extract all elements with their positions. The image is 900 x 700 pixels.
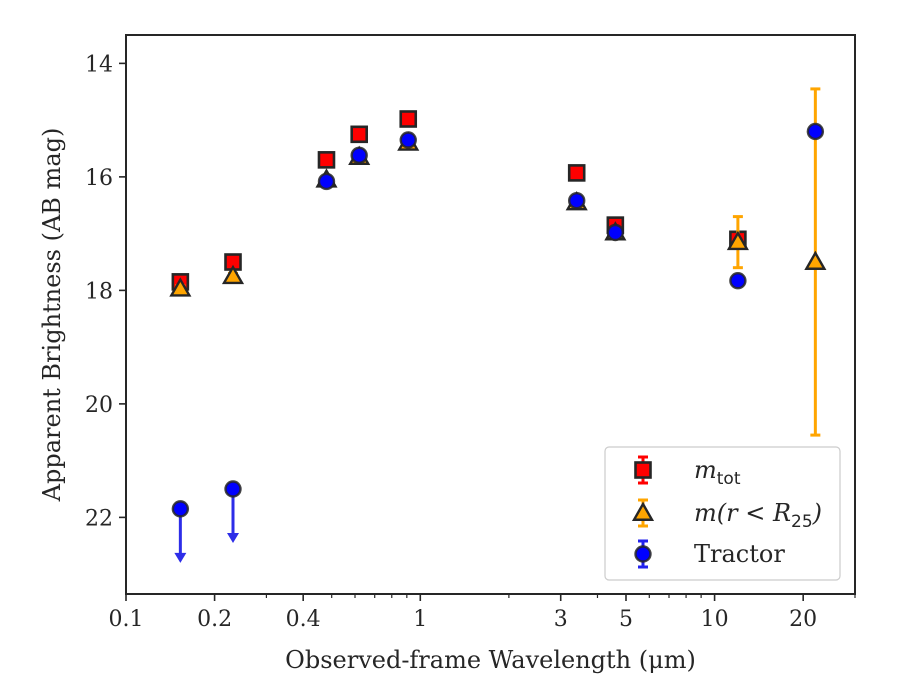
y-axis-label: Apparent Brightness (AB mag)	[38, 128, 66, 503]
tractor-point	[224, 480, 242, 498]
plot-frame	[125, 34, 856, 595]
tractor-point	[729, 272, 747, 290]
tractor-point	[350, 146, 368, 165]
legend-label-end: )	[812, 499, 822, 527]
y-axis: 14 16 18 20 22	[85, 52, 126, 531]
y-tick-label: 20	[85, 393, 113, 418]
mtot-point	[317, 151, 336, 169]
x-tick-label: 1	[413, 607, 427, 632]
tractor-point	[606, 223, 625, 242]
mtot-point	[399, 110, 418, 128]
tractor-point	[171, 500, 190, 518]
legend-label-sub: 25	[791, 512, 813, 532]
x-tick-label: 0.1	[109, 607, 144, 632]
y-tick-label: 16	[85, 166, 113, 191]
legend-label-mtot: mtot	[694, 456, 741, 489]
legend-marker-mr25	[631, 501, 655, 521]
plot-area	[169, 87, 827, 563]
x-tick-label: 0.4	[286, 607, 321, 632]
legend-label-main: m	[694, 456, 717, 484]
y-tick-label: 14	[85, 52, 113, 77]
mtot-point	[350, 125, 368, 144]
series-mtot	[171, 110, 747, 291]
legend-label-main: m(r < R	[694, 499, 791, 527]
upper-limit-arrowhead	[174, 552, 187, 563]
legend-label-sub: tot	[717, 469, 741, 489]
legend-label-tractor: Tractor	[694, 540, 785, 568]
y-tick-label: 22	[85, 506, 113, 531]
legend-box	[604, 446, 841, 581]
mtot-point	[567, 164, 586, 182]
x-tick-label: 0.2	[197, 607, 232, 632]
series-tractor	[171, 122, 825, 563]
tractor-point	[568, 192, 586, 210]
x-tick-label: 10	[701, 607, 729, 632]
mr25-point	[169, 277, 192, 297]
legend: mtot m(r < R25) Tractor	[604, 446, 841, 581]
x-axis: 0.1 0.2 0.4 1 3 5 10 20	[109, 594, 856, 632]
y-tick-label: 18	[85, 279, 113, 304]
tractor-point	[317, 172, 336, 191]
legend-marker-mtot	[634, 461, 652, 479]
mr25-point	[726, 230, 749, 251]
x-tick-label: 5	[619, 607, 633, 632]
series-mr25	[169, 87, 827, 437]
upper-limit-arrowhead	[227, 533, 240, 544]
mr25-point	[804, 250, 827, 270]
legend-marker-tractor	[634, 545, 652, 563]
x-tick-label: 20	[789, 607, 817, 632]
tractor-point	[806, 122, 825, 141]
x-axis-label: Observed-frame Wavelength (μm)	[285, 646, 696, 674]
tractor-point	[399, 131, 417, 149]
x-tick-label: 3	[554, 607, 568, 632]
legend-label-mr25: m(r < R25)	[694, 499, 822, 532]
mr25-point	[221, 264, 245, 285]
